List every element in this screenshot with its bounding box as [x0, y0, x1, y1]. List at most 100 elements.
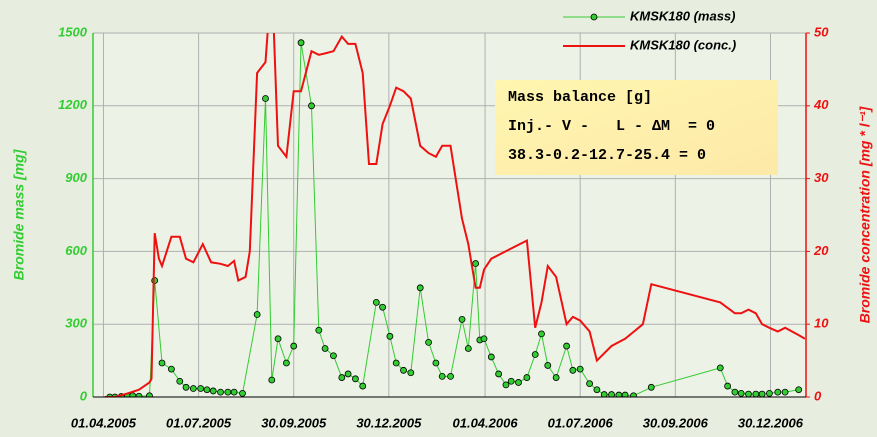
data-point	[217, 388, 224, 396]
data-point	[766, 389, 773, 397]
data-point	[338, 374, 346, 381]
data-point	[283, 359, 290, 367]
data-point	[432, 359, 440, 367]
data-point	[425, 338, 432, 346]
data-point	[230, 388, 238, 396]
annotation-line: Inj.- V - L - ΔM = 0	[508, 118, 715, 135]
data-point	[330, 352, 337, 360]
data-point	[379, 303, 386, 311]
data-point	[308, 102, 315, 110]
data-point	[563, 342, 570, 350]
y-tick-label: 1500	[58, 24, 88, 39]
data-point	[472, 260, 480, 267]
data-point	[464, 345, 472, 352]
y2-tick-label: 40	[813, 97, 829, 112]
data-point	[487, 353, 495, 361]
data-point	[224, 388, 232, 396]
data-point	[745, 390, 752, 397]
y2-tick-label: 50	[814, 24, 829, 39]
data-point	[758, 390, 766, 397]
data-point	[359, 382, 367, 390]
data-point	[480, 335, 488, 343]
x-tick-label: 30.12.2006	[738, 415, 804, 430]
y2-tick-label: 10	[814, 316, 829, 331]
data-point	[372, 298, 380, 306]
data-point	[253, 311, 261, 318]
data-point	[752, 390, 760, 397]
legend-marker	[590, 13, 598, 21]
data-point	[781, 388, 789, 396]
data-point	[795, 386, 803, 394]
data-point	[182, 383, 190, 391]
data-point	[352, 375, 359, 383]
data-point	[502, 381, 510, 389]
annotation-line: 38.3-0.2-12.7-25.4 = 0	[508, 147, 706, 164]
data-point	[146, 392, 153, 397]
data-point	[400, 366, 407, 374]
data-point	[392, 359, 400, 367]
data-point	[262, 95, 269, 102]
x-tick-label: 01.04.2006	[453, 415, 519, 430]
data-point	[495, 370, 503, 378]
data-point	[447, 372, 454, 380]
data-point	[135, 392, 143, 397]
x-tick-label: 01.04.2005	[71, 415, 137, 430]
y-axis-label: Bromide mass [mg]	[11, 148, 27, 280]
data-point	[774, 388, 782, 396]
y-tick-label: 1200	[58, 97, 88, 112]
y2-tick-label: 30	[814, 170, 829, 185]
data-point	[538, 330, 545, 338]
data-point	[268, 376, 276, 384]
annotation-box	[495, 80, 778, 175]
data-point	[438, 372, 446, 380]
y-tick-label: 900	[65, 170, 87, 185]
data-point	[586, 380, 593, 388]
data-point	[344, 370, 352, 378]
data-point	[315, 326, 323, 334]
x-tick-label: 01.07.2005	[166, 415, 232, 430]
data-point	[176, 377, 184, 385]
data-point	[576, 365, 584, 373]
x-tick-label: 30.12.2005	[356, 415, 422, 430]
data-point	[552, 374, 560, 381]
data-point	[531, 351, 539, 358]
x-tick-label: 30.09.2006	[643, 415, 709, 430]
data-point	[621, 391, 629, 397]
x-tick-label: 30.09.2005	[261, 415, 327, 430]
data-point	[189, 385, 197, 392]
data-point	[737, 389, 745, 397]
data-point	[297, 39, 305, 47]
y-tick-label: 600	[65, 243, 87, 258]
data-point	[416, 284, 424, 292]
data-point	[209, 387, 217, 395]
data-point	[515, 379, 522, 386]
data-point	[600, 391, 608, 397]
data-point	[544, 362, 552, 369]
y-tick-label: 0	[80, 388, 88, 403]
data-point	[523, 374, 531, 381]
data-point	[407, 369, 415, 377]
data-point	[647, 383, 655, 391]
data-point	[386, 332, 394, 340]
data-point	[458, 315, 466, 323]
data-point	[158, 359, 166, 367]
data-point	[168, 365, 175, 373]
legend-label: KMSK180 (mass)	[630, 8, 736, 23]
data-point	[569, 366, 577, 374]
data-point	[197, 385, 205, 392]
data-point	[239, 389, 246, 397]
y2-axis-label: Bromide concentration [mg * l⁻¹]	[857, 105, 873, 323]
data-point	[507, 377, 515, 385]
data-point	[608, 391, 615, 397]
y-tick-label: 300	[65, 316, 87, 331]
y2-tick-label: 0	[814, 388, 822, 403]
data-point	[203, 386, 211, 394]
data-point	[321, 345, 329, 352]
data-point	[731, 388, 739, 396]
data-point	[724, 382, 731, 390]
data-point	[290, 342, 298, 350]
data-point	[274, 335, 282, 343]
annotation-line: Mass balance [g]	[508, 89, 652, 106]
legend-label: KMSK180 (conc.)	[630, 37, 736, 52]
